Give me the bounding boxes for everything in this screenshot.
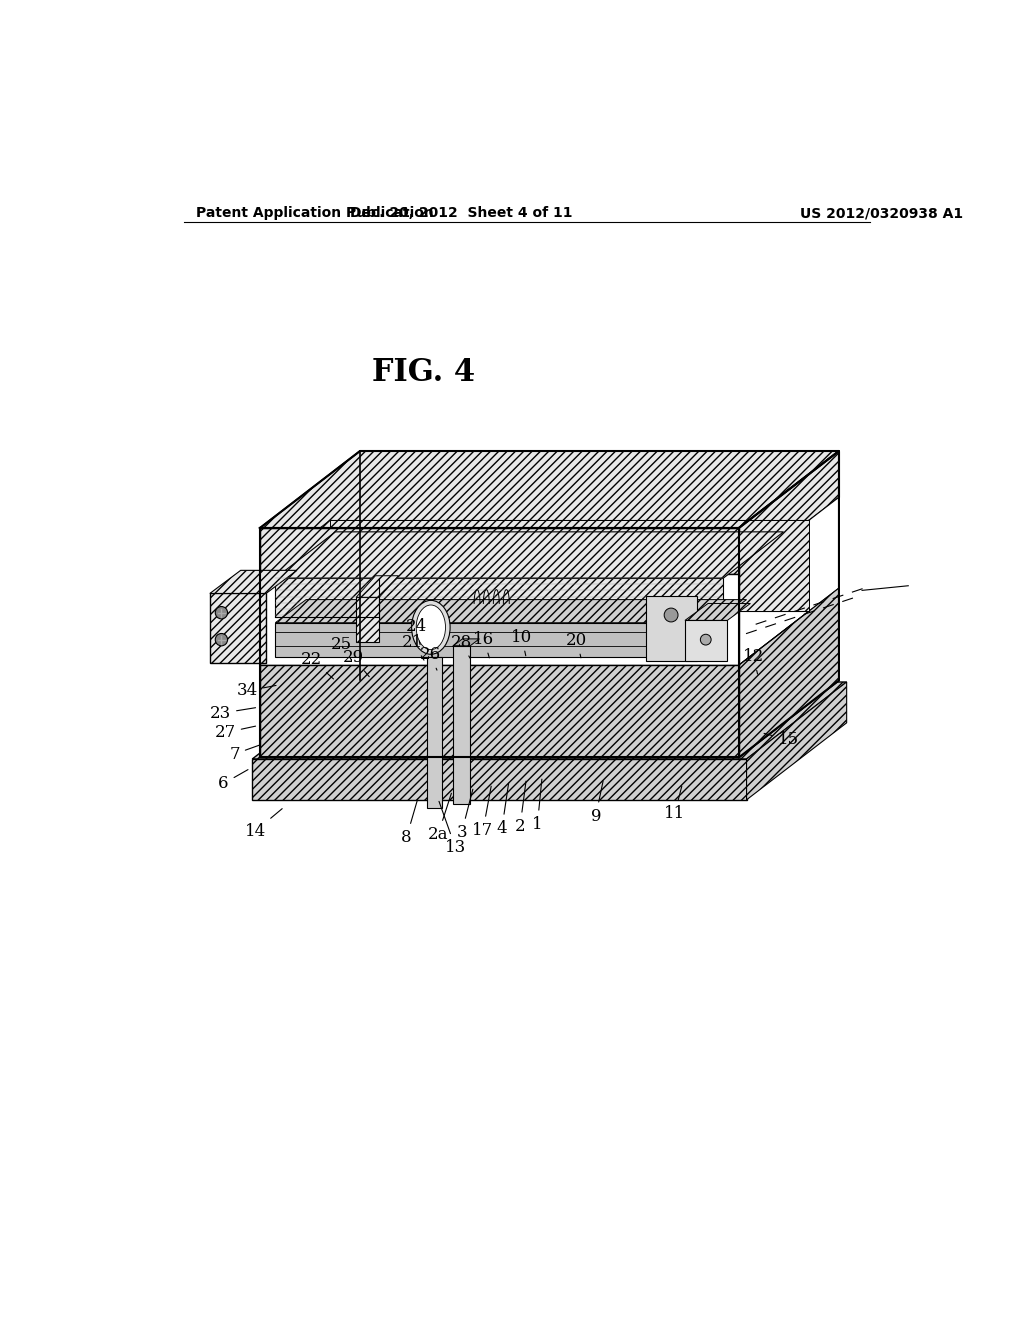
Text: 10: 10 (511, 628, 532, 656)
Ellipse shape (416, 605, 445, 649)
Text: Dec. 20, 2012  Sheet 4 of 11: Dec. 20, 2012 Sheet 4 of 11 (350, 206, 572, 220)
Text: 14: 14 (245, 809, 283, 840)
Bar (454, 645, 470, 804)
Text: 1: 1 (532, 779, 543, 833)
Circle shape (215, 634, 227, 645)
Circle shape (665, 609, 678, 622)
Text: 2: 2 (515, 781, 526, 834)
Polygon shape (739, 451, 839, 574)
Text: 16: 16 (473, 631, 495, 657)
Circle shape (700, 635, 711, 645)
Text: 25: 25 (332, 636, 352, 660)
Polygon shape (685, 620, 727, 661)
Polygon shape (275, 532, 783, 578)
Polygon shape (210, 570, 297, 594)
Polygon shape (746, 682, 847, 800)
Text: 6: 6 (218, 770, 248, 792)
Text: 9: 9 (591, 781, 603, 825)
Text: 2a: 2a (428, 793, 452, 842)
Polygon shape (275, 578, 724, 616)
Polygon shape (260, 451, 839, 528)
Text: 8: 8 (401, 800, 418, 846)
Text: 15: 15 (764, 731, 799, 748)
Polygon shape (739, 451, 839, 758)
Polygon shape (646, 595, 696, 661)
Text: 20: 20 (566, 632, 588, 657)
Text: 3: 3 (457, 789, 473, 841)
Polygon shape (685, 603, 751, 620)
Polygon shape (260, 665, 739, 758)
Polygon shape (739, 589, 839, 758)
Text: 34: 34 (237, 682, 276, 700)
Text: US 2012/0320938 A1: US 2012/0320938 A1 (801, 206, 964, 220)
Text: 23: 23 (210, 705, 256, 722)
Text: 27: 27 (215, 725, 256, 741)
Polygon shape (356, 597, 379, 642)
Polygon shape (252, 759, 746, 800)
Text: 28: 28 (452, 634, 472, 659)
Text: 11: 11 (664, 787, 685, 822)
Text: 13: 13 (439, 801, 466, 855)
Text: 7: 7 (229, 744, 260, 763)
Polygon shape (360, 451, 839, 498)
Polygon shape (454, 639, 479, 645)
Circle shape (215, 607, 227, 619)
Polygon shape (260, 528, 739, 574)
Polygon shape (260, 574, 739, 665)
Text: 26: 26 (420, 645, 440, 671)
Text: FIG. 4: FIG. 4 (372, 358, 475, 388)
Text: 24: 24 (406, 619, 427, 644)
Polygon shape (252, 682, 847, 759)
Polygon shape (275, 599, 746, 623)
Text: 22: 22 (301, 651, 334, 678)
Text: Patent Application Publication: Patent Application Publication (196, 206, 434, 220)
Polygon shape (739, 498, 839, 665)
Polygon shape (356, 576, 398, 597)
Bar (427, 657, 442, 808)
Text: 21: 21 (402, 634, 424, 660)
Text: 17: 17 (472, 787, 494, 838)
Text: 12: 12 (742, 648, 764, 675)
Polygon shape (330, 520, 809, 611)
Polygon shape (275, 623, 716, 657)
Polygon shape (210, 594, 266, 663)
Text: 4: 4 (497, 783, 509, 837)
Text: 29: 29 (342, 649, 370, 677)
Ellipse shape (412, 601, 451, 655)
